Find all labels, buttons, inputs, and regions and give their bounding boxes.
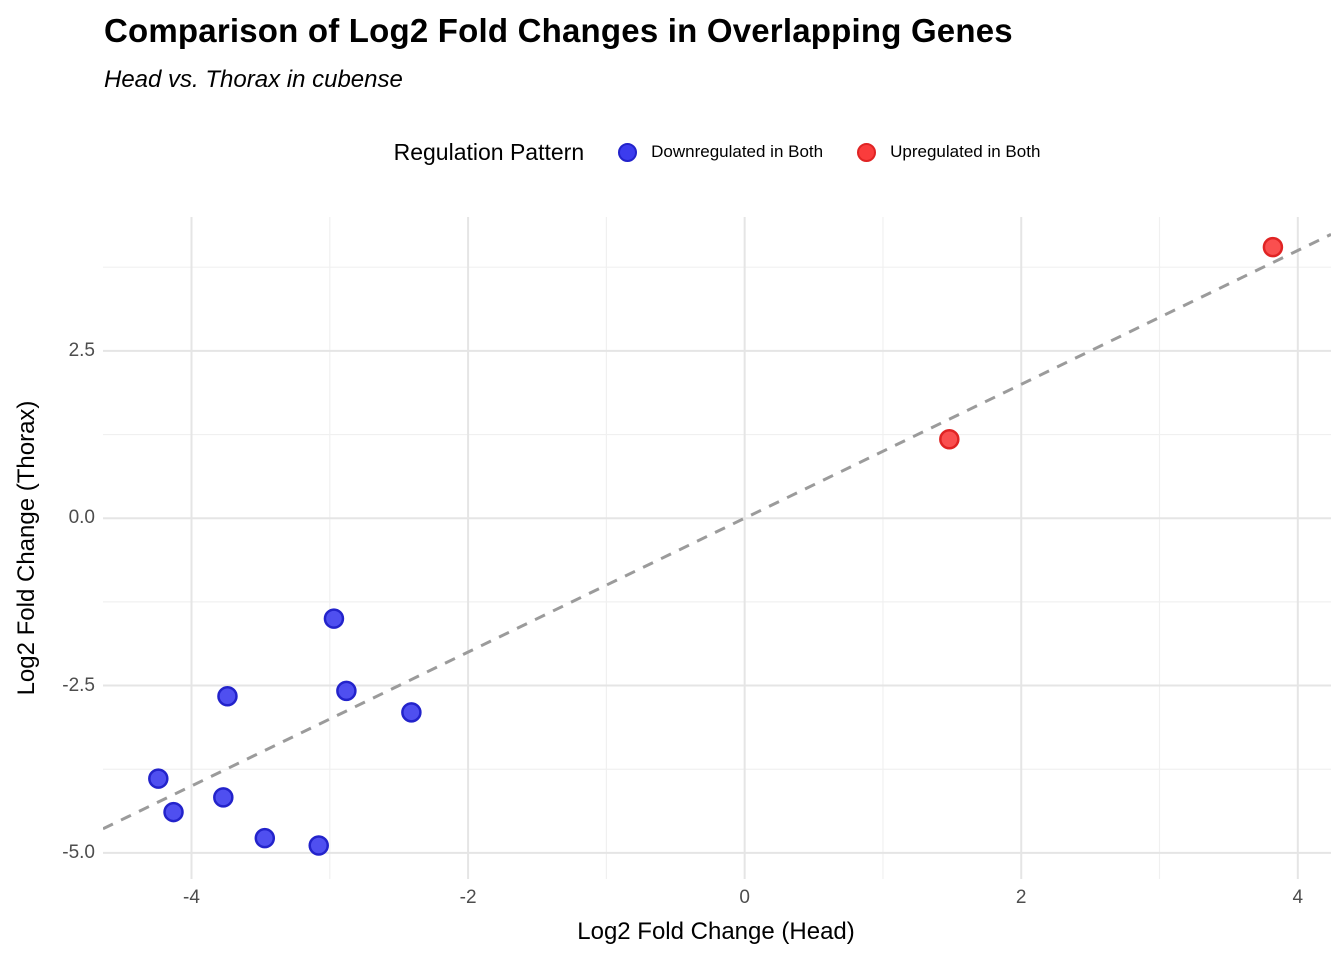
plot-panel [102, 217, 1332, 879]
data-point-downregulated [163, 801, 184, 823]
x-tick-label: 0 [739, 887, 750, 908]
y-tick-label: 2.5 [68, 339, 95, 361]
legend-label-upregulated: Upregulated in Both [890, 142, 1041, 161]
chart-subtitle: Head vs. Thorax in cubense [104, 66, 403, 93]
data-point-downregulated [323, 608, 345, 629]
x-tick-label: -4 [183, 887, 200, 908]
data-point-downregulated [308, 835, 329, 856]
data-point-downregulated [217, 686, 238, 707]
data-point-upregulated [939, 428, 960, 450]
x-tick-label: -2 [459, 887, 477, 908]
y-tick-label: -5.0 [62, 841, 95, 863]
identity-reference-line [102, 233, 1332, 831]
data-point-downregulated [254, 827, 276, 849]
chart-title: Comparison of Log2 Fold Changes in Overl… [104, 12, 1013, 49]
data-point-downregulated [336, 680, 357, 702]
legend-item-downregulated: Downregulated in Both [618, 142, 823, 162]
y-axis-title: Log2 Fold Change (Thorax) [13, 400, 40, 696]
x-tick-label: 2 [1015, 887, 1027, 908]
data-point-downregulated [401, 702, 422, 723]
x-tick-label: 4 [1292, 887, 1304, 908]
data-point-downregulated [213, 787, 234, 808]
legend: Regulation Pattern Downregulated in Both… [103, 130, 1331, 174]
data-point-downregulated [148, 768, 169, 789]
scatter-plot-svg [102, 217, 1332, 879]
y-tick-label: 0.0 [68, 507, 95, 529]
legend-label-downregulated: Downregulated in Both [651, 142, 824, 161]
x-axis-title: Log2 Fold Change (Head) [577, 918, 855, 945]
data-point-upregulated [1262, 236, 1284, 258]
y-tick-label: -2.5 [62, 674, 95, 696]
red-dot-icon [857, 142, 877, 162]
legend-item-upregulated: Upregulated in Both [857, 142, 1040, 162]
legend-title: Regulation Pattern [393, 138, 585, 165]
blue-dot-icon [618, 142, 638, 162]
